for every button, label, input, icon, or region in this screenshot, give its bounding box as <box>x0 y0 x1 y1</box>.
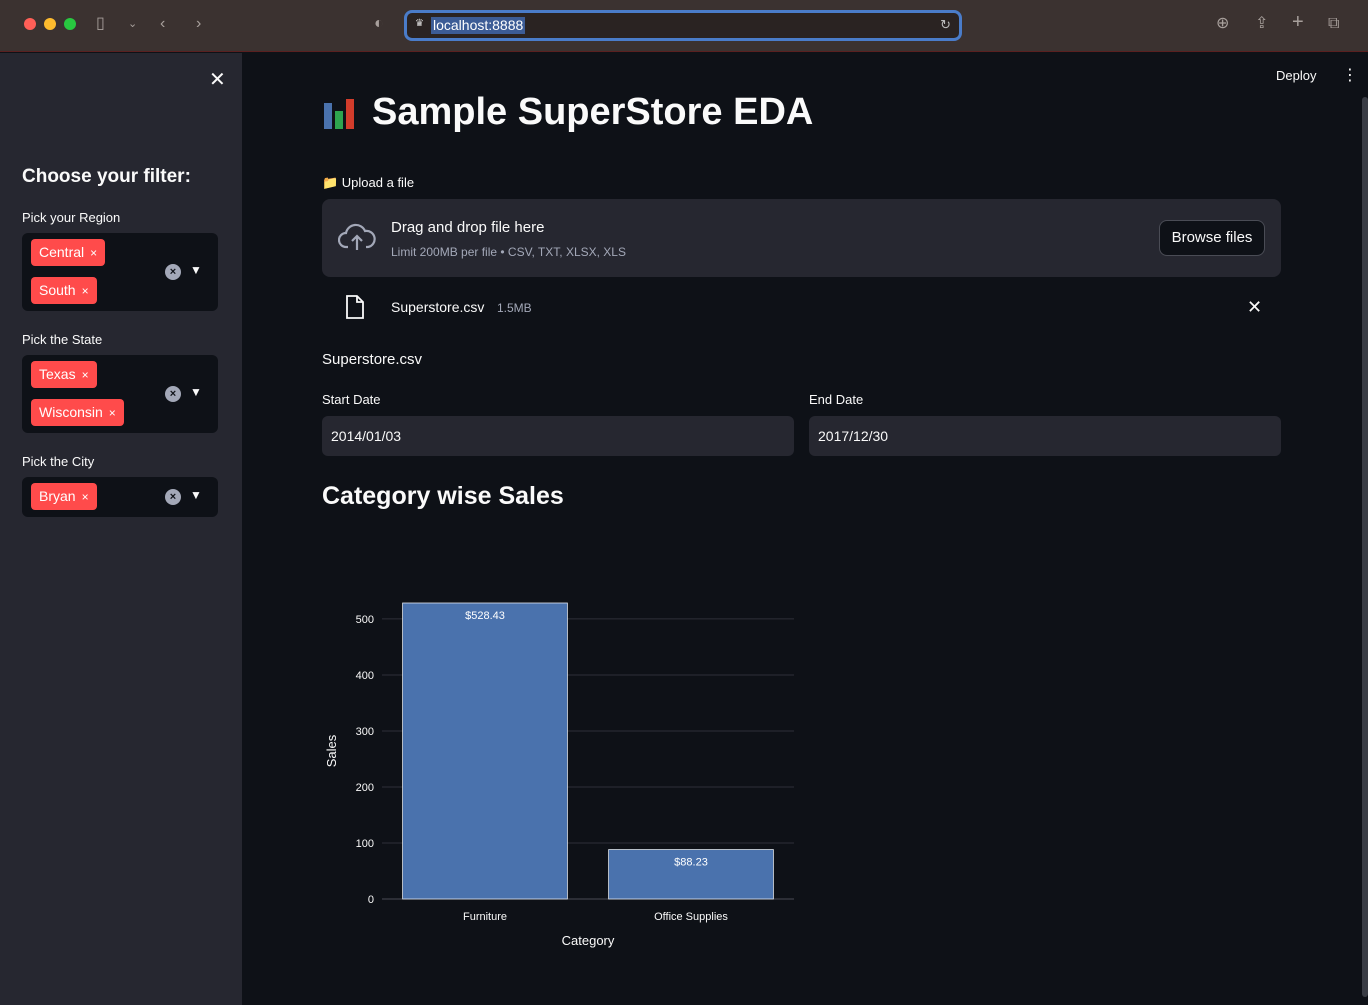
chevron-down-icon[interactable]: ⌄ <box>128 18 138 30</box>
cloud-upload-icon <box>338 223 376 250</box>
browser-toolbar: ▯ ⌄ ‹ › ◐ ♛ localhost:8888 ↻ ⊕ ⇪ + ⧉ <box>0 0 1368 52</box>
bar <box>402 602 568 900</box>
bar-data-label: $88.23 <box>674 857 708 869</box>
region-filter-label: Pick your Region <box>22 210 121 225</box>
upload-label: 📁 Upload a file <box>322 175 415 190</box>
end-date-label: End Date <box>809 392 864 407</box>
y-tick-label: 500 <box>356 614 374 626</box>
close-sidebar-icon[interactable]: ✕ <box>209 69 226 91</box>
page-title-row: Sample SuperStore EDA <box>322 91 813 134</box>
url-text[interactable]: localhost:8888 <box>431 17 526 34</box>
y-tick-label: 400 <box>356 670 374 682</box>
start-date-label: Start Date <box>322 392 381 407</box>
x-tick-label: Office Supplies <box>654 911 728 923</box>
remove-chip-icon[interactable]: × <box>81 368 89 382</box>
x-axis-label: Category <box>562 933 615 948</box>
site-icon: ♛ <box>415 18 424 29</box>
file-dropzone[interactable]: Drag and drop file here Limit 200MB per … <box>322 199 1281 277</box>
uploaded-file-name: Superstore.csv <box>391 299 485 315</box>
region-multiselect[interactable]: Central × South × × ▼ <box>22 233 218 311</box>
back-icon[interactable]: ‹ <box>160 15 166 32</box>
reload-icon[interactable]: ↻ <box>940 17 951 32</box>
dropzone-title: Drag and drop file here <box>391 219 545 236</box>
x-tick-label: Furniture <box>463 911 507 923</box>
scrollbar[interactable] <box>1362 97 1368 997</box>
city-filter-label: Pick the City <box>22 454 95 469</box>
chevron-down-icon[interactable]: ▼ <box>190 385 202 399</box>
remove-chip-icon[interactable]: × <box>90 246 98 260</box>
y-axis-label: Sales <box>324 734 339 767</box>
tab-overview-icon[interactable]: ⧉ <box>1328 15 1340 32</box>
category-sales-chart: 0 100 200 300 400 500 $528.43 Furniture $88.23 Of… <box>324 602 794 948</box>
remove-chip-icon[interactable]: × <box>108 406 116 420</box>
bar-data-label: $528.43 <box>465 610 505 622</box>
chip-wisconsin[interactable]: Wisconsin × <box>31 399 124 426</box>
clear-icon[interactable]: × <box>165 386 181 402</box>
chip-texas[interactable]: Texas × <box>31 361 97 388</box>
chevron-down-icon[interactable]: ▼ <box>190 488 202 502</box>
browse-files-button[interactable]: Browse files <box>1159 220 1265 256</box>
bar-chart-icon <box>322 95 362 131</box>
forward-icon[interactable]: › <box>196 15 202 32</box>
page-title: Sample SuperStore EDA <box>372 91 814 133</box>
minimize-window-button[interactable] <box>44 18 56 30</box>
clear-icon[interactable]: × <box>165 264 181 280</box>
remove-chip-icon[interactable]: × <box>81 284 89 298</box>
new-tab-icon[interactable]: + <box>1292 11 1304 33</box>
chip-south[interactable]: South × <box>31 277 97 304</box>
uploaded-file-row: Superstore.csv 1.5MB ✕ <box>322 289 1281 325</box>
download-icon[interactable]: ⊕ <box>1216 15 1230 32</box>
main-menu-icon[interactable]: ⋮ <box>1342 67 1358 84</box>
share-icon[interactable]: ⇪ <box>1255 15 1269 32</box>
maximize-window-button[interactable] <box>64 18 76 30</box>
dropzone-subtitle: Limit 200MB per file • CSV, TXT, XLSX, X… <box>391 245 626 259</box>
main-content: Deploy ⋮ Sample SuperStore EDA 📁 Upload … <box>242 53 1368 1005</box>
y-tick-label: 100 <box>356 838 374 850</box>
city-multiselect[interactable]: Bryan × × ▼ <box>22 477 218 517</box>
clear-icon[interactable]: × <box>165 489 181 505</box>
sidebar: ✕ Choose your filter: Pick your Region C… <box>0 53 242 1005</box>
sidebar-toggle-icon[interactable]: ▯ <box>96 15 105 32</box>
chart-heading: Category wise Sales <box>322 482 564 510</box>
chevron-down-icon[interactable]: ▼ <box>190 263 202 277</box>
remove-chip-icon[interactable]: × <box>81 490 89 504</box>
end-date-input[interactable]: 2017/12/30 <box>809 416 1281 456</box>
chip-bryan[interactable]: Bryan × <box>31 483 97 510</box>
state-multiselect[interactable]: Texas × Wisconsin × × ▼ <box>22 355 218 433</box>
y-tick-label: 200 <box>356 782 374 794</box>
start-date-input[interactable]: 2014/01/03 <box>322 416 794 456</box>
y-tick-label: 0 <box>368 894 374 906</box>
chip-central[interactable]: Central × <box>31 239 106 266</box>
state-filter-label: Pick the State <box>22 332 103 347</box>
file-caption: Superstore.csv <box>322 351 423 368</box>
sidebar-heading: Choose your filter: <box>22 166 191 187</box>
remove-file-icon[interactable]: ✕ <box>1247 297 1263 317</box>
y-tick-label: 300 <box>356 726 374 738</box>
bar <box>608 849 774 900</box>
close-window-button[interactable] <box>24 18 36 30</box>
deploy-button[interactable]: Deploy <box>1276 68 1317 83</box>
shield-icon[interactable]: ◐ <box>374 15 384 32</box>
address-bar[interactable]: ♛ localhost:8888 ↻ <box>404 10 962 41</box>
file-icon <box>346 295 364 319</box>
uploaded-file-size: 1.5MB <box>497 301 532 315</box>
